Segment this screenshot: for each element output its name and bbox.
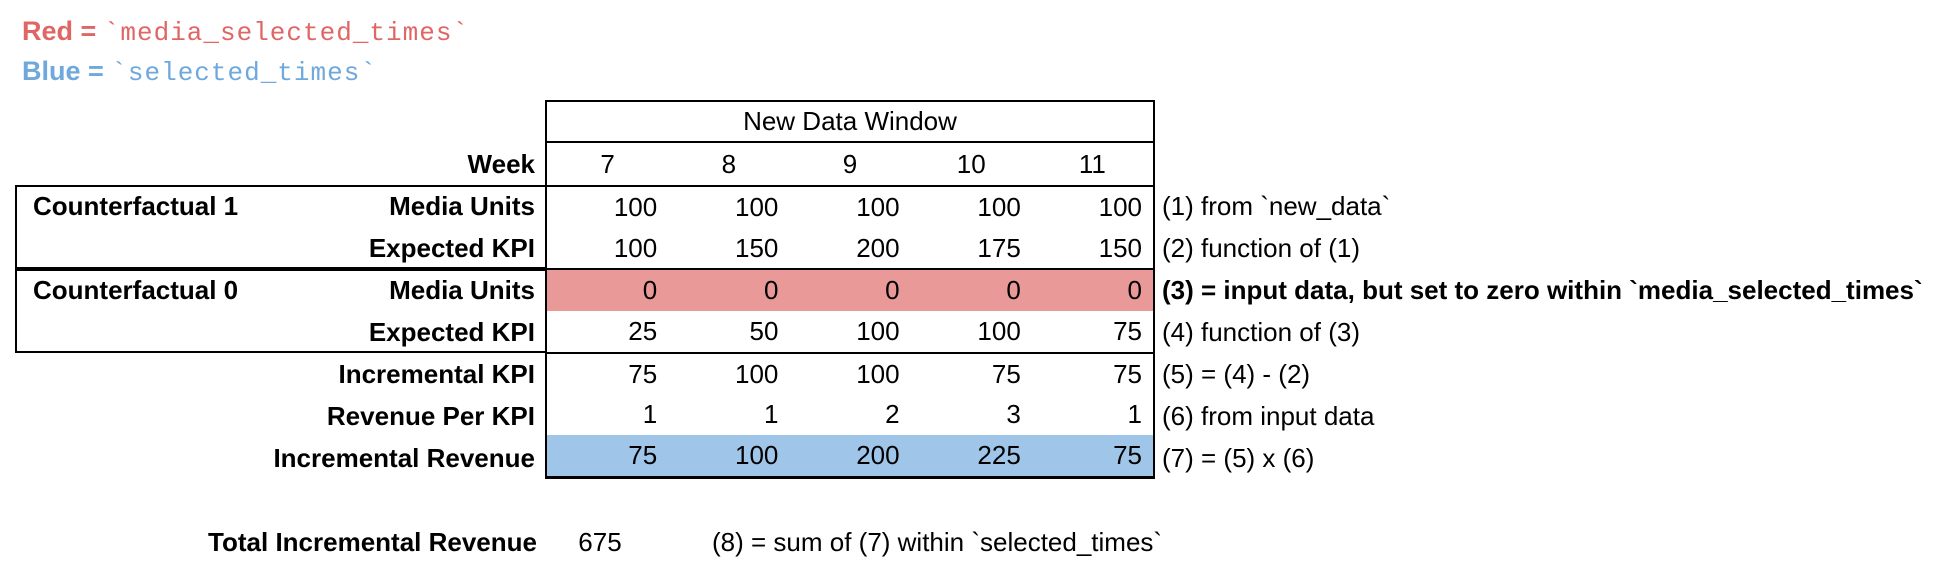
value-cell: 75 [1113,358,1143,389]
table-row: 25 50 100 100 75 [547,311,1153,354]
table-row: 100 100 100 100 100 [547,187,1153,228]
value-cell: 150 [1098,232,1143,263]
row-label-expected-kpi-cf1: Expected KPI [368,233,535,263]
value-cell: 75 [628,440,658,471]
week-cell: 11 [1078,148,1106,179]
row-label-media-units-cf1: Media Units [389,191,535,221]
value-cell: 1 [763,399,779,430]
value-cell: 175 [977,232,1021,263]
legend-red-line: Red = `media_selected_times` [22,16,469,48]
value-cell: 100 [735,358,779,389]
week-cell: 7 [600,148,615,179]
total-incremental-revenue-value: 675 [578,527,622,557]
annotation-6: (6) from input data [1162,400,1375,431]
value-cell: 200 [856,440,900,471]
value-cell: 100 [735,191,779,222]
value-cell: 0 [763,275,779,306]
week-row: 7 8 9 10 11 [545,143,1155,185]
value-cell: 150 [735,232,779,263]
value-cell: 200 [856,232,900,263]
value-cell: 100 [735,440,779,471]
annotation-2: (2) function of (1) [1162,232,1360,263]
legend-red-code: `media_selected_times` [103,18,470,48]
value-cell: 50 [749,316,779,347]
table-header-title: New Data Window [743,106,957,136]
legend-red-label: Red = [22,16,104,46]
value-cell: 3 [1006,399,1021,430]
counterfactual-0-label: Counterfactual 0 [33,275,239,305]
value-cell: 75 [1113,316,1143,347]
row-label-media-units-cf0: Media Units [389,275,535,305]
total-incremental-revenue-label: Total Incremental Revenue [208,527,537,557]
value-cell: 75 [628,358,658,389]
annotation-8: (8) = sum of (7) within `selected_times` [712,527,1163,557]
value-cell: 100 [613,232,658,263]
value-cell: 100 [613,191,658,222]
week-cell: 8 [721,148,737,179]
value-cell: 100 [856,358,900,389]
annotation-5: (5) = (4) - (2) [1162,358,1311,389]
value-cell: 0 [642,275,658,306]
value-cell: 0 [885,275,900,306]
legend-blue-code: `selected_times` [111,58,377,88]
value-cell: 100 [977,316,1021,347]
annotation-3: (3) = input data, but set to zero within… [1162,274,1923,305]
row-label-incremental-kpi: Incremental KPI [338,359,535,389]
value-cell: 75 [1113,440,1143,471]
counterfactual-1-label: Counterfactual 1 [33,191,239,221]
value-cell: 100 [977,191,1021,222]
value-cell: 1 [642,399,658,430]
annotation-4: (4) function of (3) [1162,316,1360,347]
value-cell: 100 [1098,191,1143,222]
legend-blue-line: Blue = `selected_times` [22,56,377,88]
table-row: 100 150 200 175 150 [547,228,1153,271]
data-table-body: 100 100 100 100 100 100 150 200 175 150 … [545,185,1155,479]
legend-blue-label: Blue = [22,56,112,86]
week-cell: 9 [842,148,858,179]
counterfactual-0-box: Counterfactual 0 [15,269,547,353]
row-label-revenue-per-kpi: Revenue Per KPI [326,401,535,431]
value-cell: 100 [856,191,900,222]
value-cell: 1 [1127,399,1143,430]
value-cell: 225 [977,440,1021,471]
annotation-1: (1) from `new_data` [1162,190,1391,221]
row-label-incremental-revenue: Incremental Revenue [273,443,535,473]
row-label-expected-kpi-cf0: Expected KPI [368,317,535,347]
value-cell: 0 [1006,275,1021,306]
annotation-7: (7) = (5) x (6) [1162,442,1315,473]
value-cell: 75 [991,358,1021,389]
value-cell: 2 [885,399,900,430]
table-row: 75 100 100 75 75 [547,354,1153,395]
value-cell: 100 [856,316,900,347]
counterfactual-1-box: Counterfactual 1 [15,185,547,269]
value-cell: 0 [1127,275,1143,306]
week-row-label: Week [467,149,535,179]
table-row-highlight-red: 0 0 0 0 0 [547,270,1153,312]
value-cell: 25 [628,316,658,347]
table-row: 1 1 2 3 1 [547,395,1153,436]
table-row-highlight-blue: 75 100 200 225 75 [547,435,1153,477]
table-header-box: New Data Window [545,100,1155,143]
week-cell: 10 [956,148,986,179]
